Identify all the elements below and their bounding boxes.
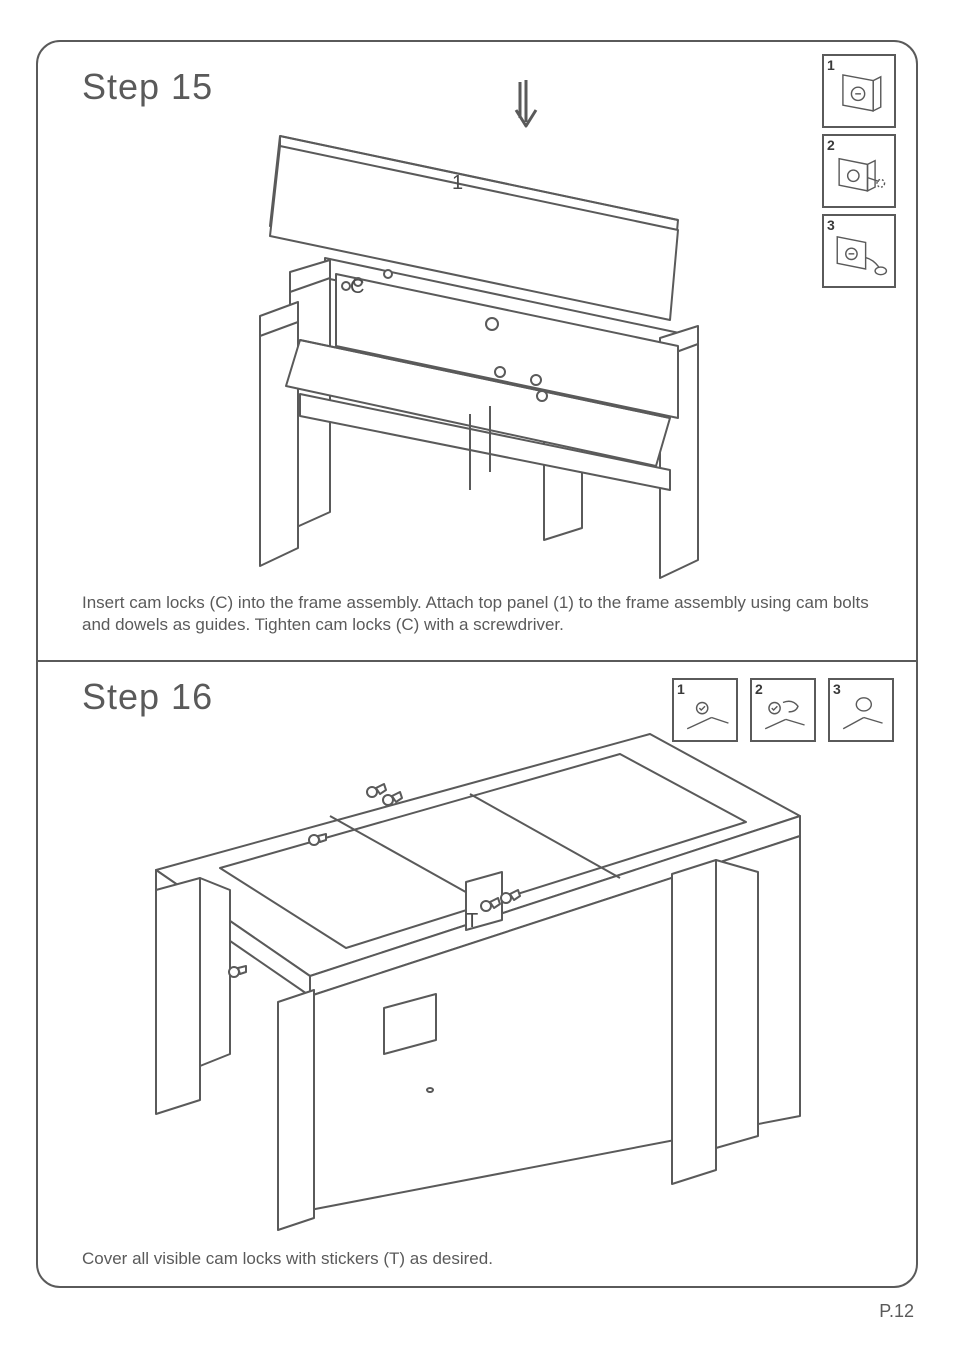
page-number: P.12 bbox=[879, 1301, 914, 1322]
down-arrow-icon bbox=[516, 80, 536, 126]
cam-lock-label: C bbox=[350, 276, 364, 299]
sticker-spot-icon bbox=[229, 966, 246, 977]
sticker-spot-icon bbox=[367, 784, 386, 797]
step-15-detail-column: 1 2 3 bbox=[822, 54, 902, 288]
detail-box: 1 bbox=[822, 54, 896, 128]
cam-lock-bolt-icon bbox=[824, 136, 894, 206]
cam-lock-square-icon bbox=[824, 56, 894, 126]
step-16-instruction: Cover all visible cam locks with sticker… bbox=[82, 1248, 882, 1270]
step-15-illustration bbox=[130, 60, 770, 580]
horizontal-divider bbox=[36, 660, 918, 662]
page: Step 15 bbox=[0, 0, 954, 1350]
detail-box: 2 bbox=[822, 134, 896, 208]
cam-lock-screwdriver-icon bbox=[824, 216, 894, 286]
sticker-label: T bbox=[466, 910, 478, 933]
detail-box: 3 bbox=[822, 214, 896, 288]
step-16-title: Step 16 bbox=[82, 676, 213, 718]
step-15-instruction: Insert cam locks (C) into the frame asse… bbox=[82, 592, 882, 636]
top-panel-label: 1 bbox=[452, 172, 463, 195]
step-16-illustration bbox=[110, 720, 840, 1240]
